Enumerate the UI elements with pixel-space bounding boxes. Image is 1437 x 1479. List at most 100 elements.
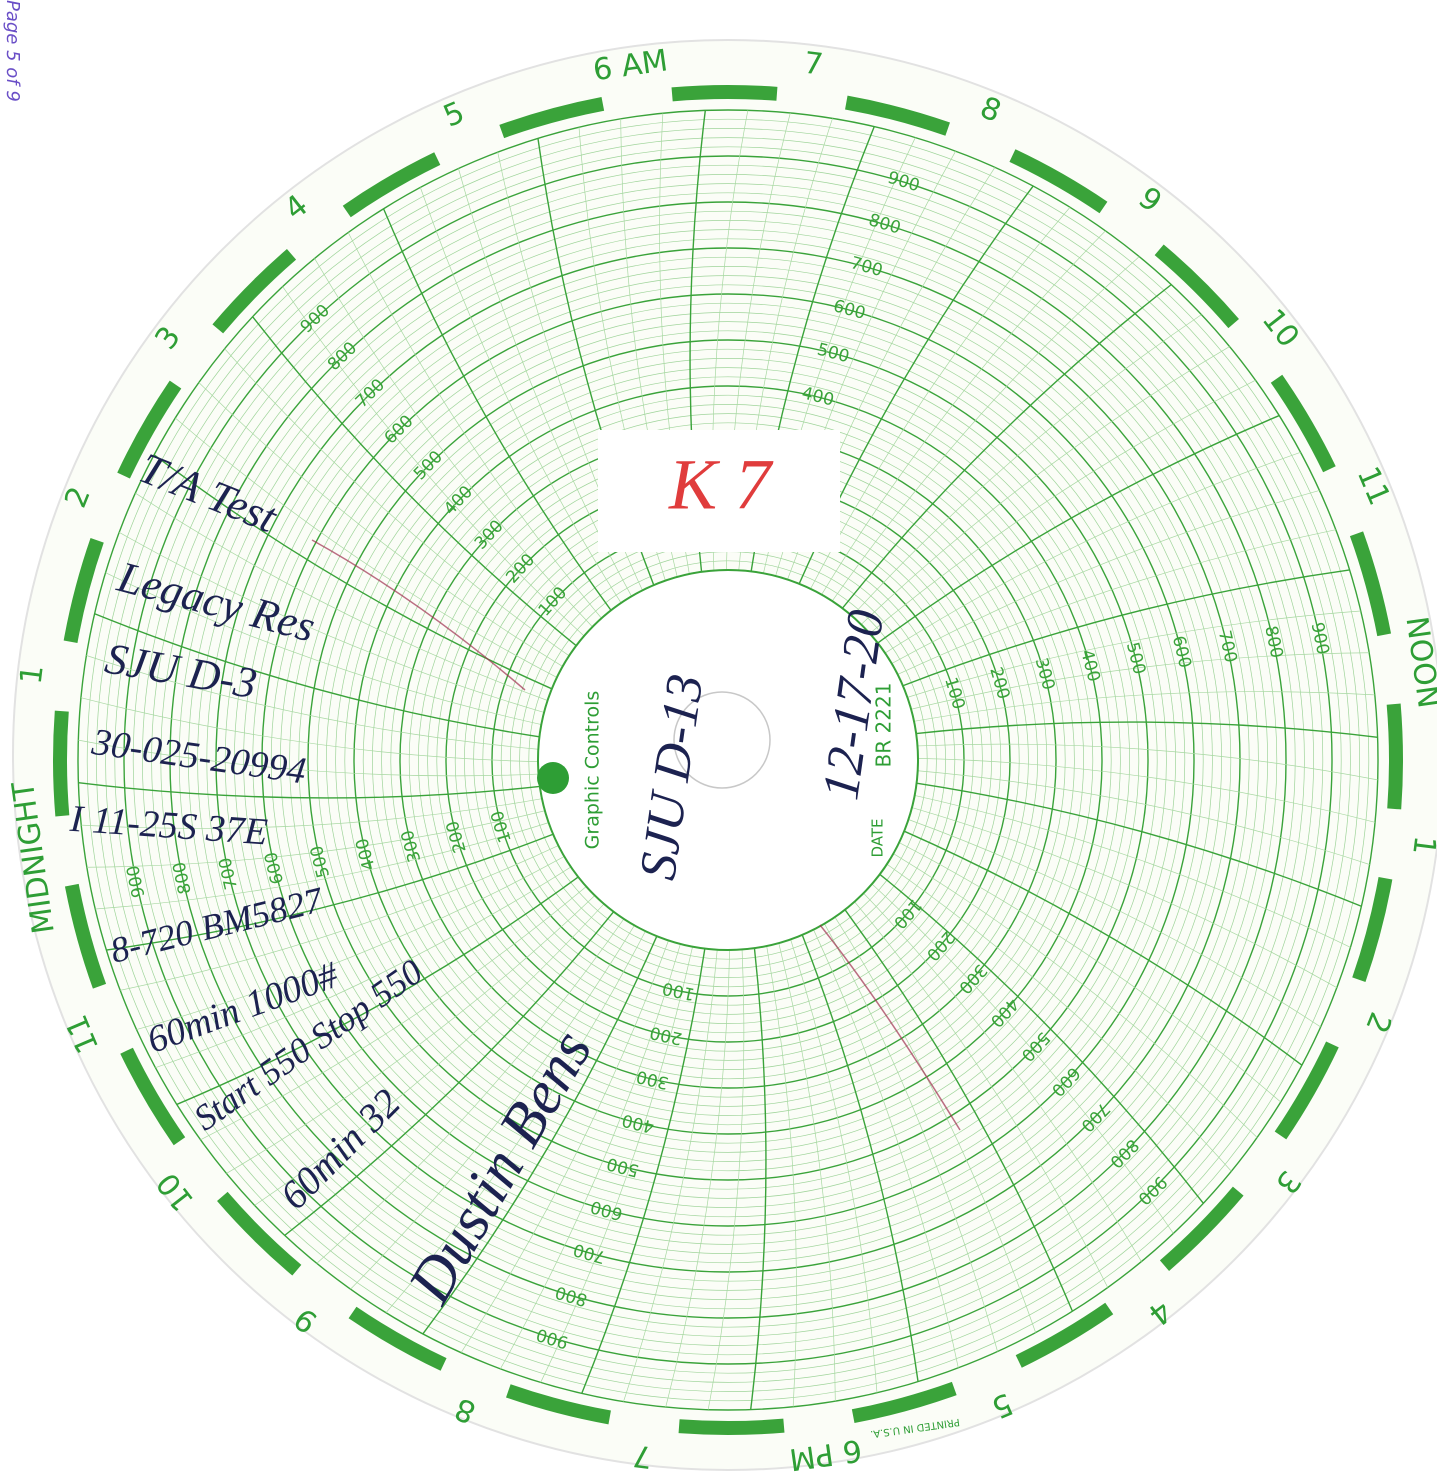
rim-band [117,380,182,479]
time-line [834,916,1036,1333]
time-line [420,187,622,604]
time-line [766,945,797,1407]
rim-band [348,1306,447,1371]
rim-band [53,710,70,817]
ring [169,201,1287,1319]
hub-hole [673,691,771,789]
time-line [891,490,1320,664]
ring [132,164,1324,1356]
ring [298,330,1158,1190]
stamp: K 7 [668,445,774,525]
rim-band [845,95,950,136]
time-line [871,883,1174,1234]
ring [381,413,1075,1107]
time-line [226,895,596,1174]
time-line [153,454,553,690]
time-line [200,886,587,1141]
time-line [916,721,1378,739]
ring [206,238,1250,1282]
time-line [175,417,558,678]
time-line [80,697,539,763]
ring [160,192,1296,1328]
ring [178,210,1278,1310]
time-line [821,230,1106,595]
time-line [81,798,543,829]
ring [234,266,1222,1254]
time-line [623,949,718,1402]
time-line [869,379,1256,634]
hour-label: 1 [14,663,51,686]
rim-band [1154,244,1239,329]
time-line [831,256,1140,602]
pen-trace [311,539,961,1131]
time-line [284,911,615,1236]
time-line [898,842,1281,1103]
ring [261,293,1195,1227]
date-label: DATE [869,818,887,857]
time-line [841,284,1172,609]
ring [372,404,1084,1116]
time-line [903,830,1303,1066]
time-line [224,348,570,657]
time-line [78,781,540,799]
time-line [500,943,681,1370]
rim-band [506,1384,611,1425]
ring [335,367,1121,1153]
time-line [863,892,1142,1262]
stamp-box [598,430,840,552]
time-line [884,452,1301,654]
time-line [120,845,559,991]
time-line [78,739,539,777]
rim-band [1349,531,1392,637]
ring [307,339,1149,1181]
time-line [382,208,612,611]
rim-band [851,1381,957,1424]
time-line [86,655,539,750]
rim-band [1009,149,1108,214]
time-line [778,943,836,1402]
time-line [886,863,1232,1172]
time-line [707,949,745,1410]
ring [114,146,1342,1374]
rim-band [342,152,441,218]
time-line [422,935,658,1335]
ring [224,256,1232,1264]
time-line [95,822,549,910]
hour-label: 7 [802,46,825,83]
time-line [801,934,919,1382]
ring [353,385,1103,1135]
ring [280,312,1176,1208]
time-line [136,856,565,1030]
time-line [844,909,1074,1312]
hour-label: 1 [1405,834,1437,857]
ring [344,376,1112,1144]
rim-band [120,1047,186,1146]
ring [289,321,1167,1199]
rim-band [64,883,107,989]
rim-band [1159,1186,1244,1271]
hour-label: 7 [631,1437,654,1474]
time-line [94,613,540,738]
time-line [665,949,731,1408]
time-line [385,930,646,1313]
time-line [282,286,585,637]
ring [528,560,928,960]
time-line [879,873,1204,1204]
ring [270,302,1186,1218]
time-line [824,923,998,1352]
time-line [105,572,542,725]
time-line [877,414,1280,644]
time-line [118,532,545,713]
ring [215,247,1241,1273]
time-line [913,691,1375,722]
time-line [917,757,1376,823]
page-label: Page 5 of 9 [2,0,23,102]
time-line [893,853,1258,1138]
time-line [860,346,1230,625]
time-line [749,948,767,1410]
time-line [540,946,693,1383]
ring [77,109,1379,1411]
time-line [316,918,625,1264]
rim-band [212,249,297,334]
